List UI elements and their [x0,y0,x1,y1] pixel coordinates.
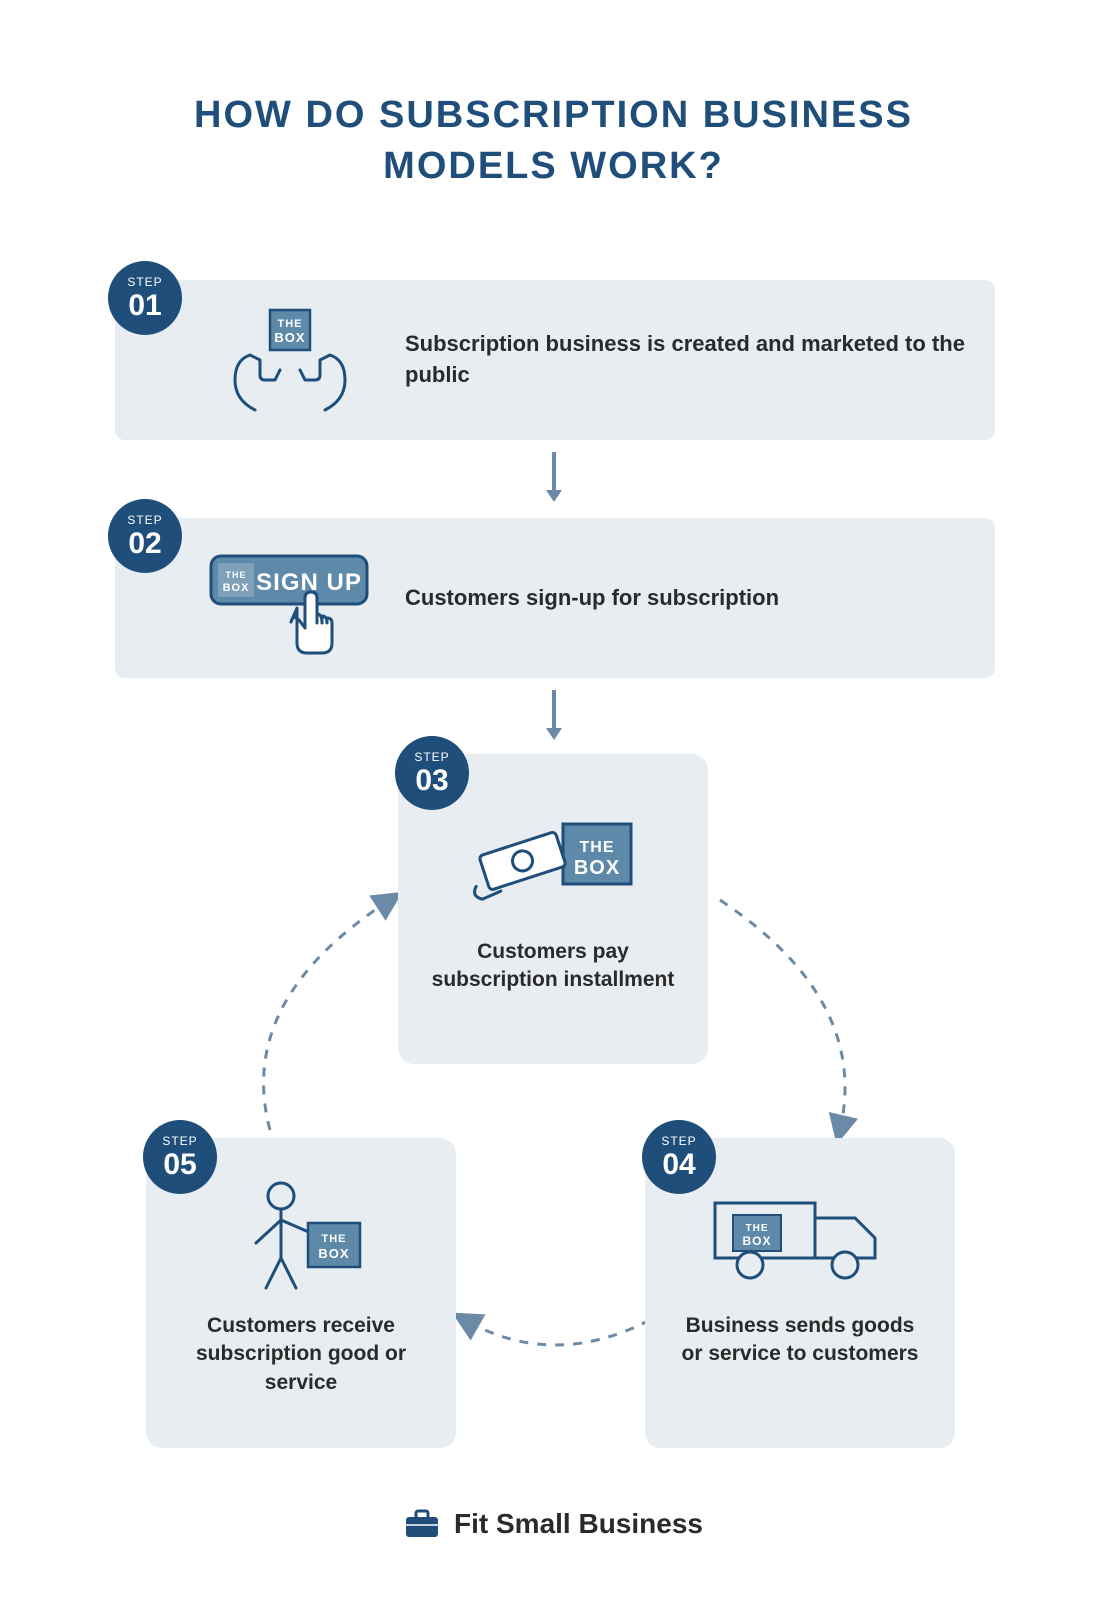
step-label: STEP [414,750,449,764]
step-number: 01 [128,291,161,321]
svg-text:BOX: BOX [742,1234,771,1248]
svg-text:BOX: BOX [574,857,620,879]
step-text-05: Customers receive subscription good or s… [176,1312,426,1397]
money-box-icon: THE BOX [428,794,678,924]
step-badge-04: STEP 04 [642,1120,716,1194]
hands-box-icon: THE BOX [205,300,375,420]
svg-text:BOX: BOX [318,1246,349,1261]
step-text-03: Customers pay subscription installment [428,938,678,995]
svg-text:THE: THE [226,570,247,580]
footer-brand: Fit Small Business [0,1508,1107,1540]
step-text-04: Business sends goods or service to custo… [675,1312,925,1369]
step-text-02: Customers sign-up for subscription [375,583,779,614]
title-line-2: MODELS WORK? [383,145,724,187]
step-number: 03 [415,766,448,796]
step-number: 02 [128,529,161,559]
step-card-01: THE BOX Subscription business is created… [115,280,995,440]
svg-text:THE: THE [322,1233,347,1245]
svg-text:THE: THE [580,839,615,856]
footer-brand-text: Fit Small Business [454,1508,703,1540]
step-number: 05 [163,1150,196,1180]
step-card-02: THE BOX SIGN UP Customers sign-up for su… [115,518,995,678]
briefcase-icon [404,1509,440,1539]
step-badge-01: STEP 01 [108,261,182,335]
signup-click-icon: THE BOX SIGN UP [205,538,375,658]
step-badge-05: STEP 05 [143,1120,217,1194]
step-label: STEP [127,275,162,289]
step-number: 04 [662,1150,695,1180]
person-box-icon: THE BOX [176,1178,426,1298]
page-title: HOW DO SUBSCRIPTION BUSINESS MODELS WORK… [0,0,1107,243]
svg-text:BOX: BOX [274,330,305,345]
svg-text:BOX: BOX [223,582,250,594]
title-line-1: HOW DO SUBSCRIPTION BUSINESS [194,94,913,136]
arrow-down-icon [542,448,566,504]
step-badge-03: STEP 03 [395,736,469,810]
step-badge-02: STEP 02 [108,499,182,573]
step-label: STEP [127,513,162,527]
step-label: STEP [661,1134,696,1148]
step-label: STEP [162,1134,197,1148]
truck-box-icon: THE BOX [675,1178,925,1298]
svg-text:THE: THE [278,318,303,330]
svg-text:THE: THE [746,1223,769,1234]
step-text-01: Subscription business is created and mar… [375,329,995,391]
cycle-container: STEP 03 THE BOX Customers pay subscripti… [0,700,1107,1460]
